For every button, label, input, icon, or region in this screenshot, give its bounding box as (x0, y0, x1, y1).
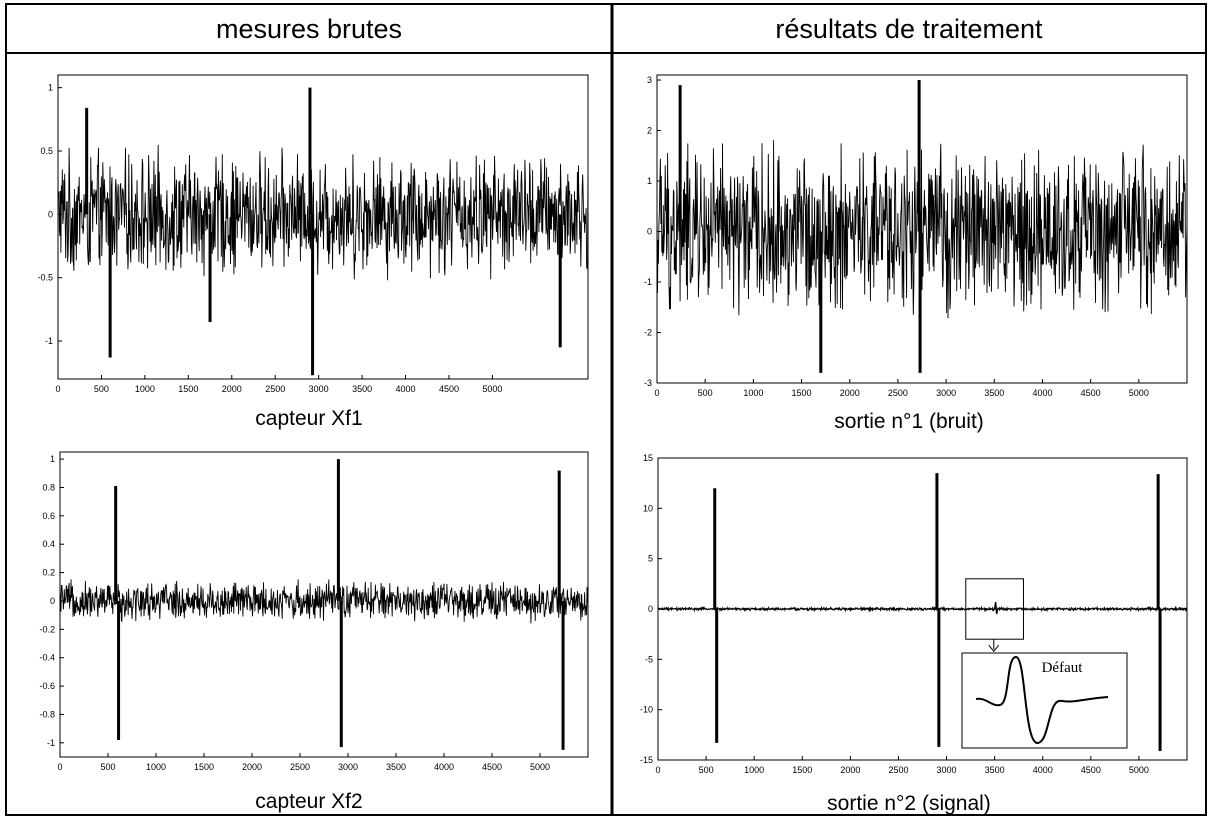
trace-xf2 (59, 579, 589, 624)
y-tick-label-s2: 5 (648, 554, 653, 564)
x-tick-label-s1: 4000 (1032, 388, 1052, 398)
x-tick-label-xf2: 4500 (482, 762, 502, 772)
x-tick-label-xf2: 3000 (338, 762, 358, 772)
x-tick-label-xf2: 0 (57, 762, 62, 772)
x-tick-label-s2: 3500 (985, 765, 1005, 775)
x-tick-label-s2: 2000 (840, 765, 860, 775)
x-tick-label-xf2: 500 (100, 762, 115, 772)
header-right: résultats de traitement (775, 14, 1043, 44)
defect-inset (961, 652, 1128, 749)
x-tick-label-s2: 1500 (792, 765, 812, 775)
x-tick-label-s1: 1000 (743, 388, 763, 398)
x-tick-label-s1: 4500 (1081, 388, 1101, 398)
y-tick-label-xf2: 0.4 (42, 539, 55, 549)
defect-waveform (975, 655, 1109, 744)
y-tick-label-s2: 15 (643, 453, 653, 463)
x-tick-label-s2: 3000 (937, 765, 957, 775)
x-tick-label-s2: 2500 (888, 765, 908, 775)
x-tick-label-s2: 5000 (1129, 765, 1149, 775)
y-tick-label-xf2: 0 (50, 596, 55, 606)
x-tick-label-xf1: 0 (55, 384, 60, 394)
trace-s2 (657, 605, 1188, 613)
x-tick-label-s1: 2000 (840, 388, 860, 398)
defect-arrow-head (988, 644, 1000, 652)
y-tick-label-xf1: 0.5 (40, 146, 53, 156)
y-tick-label-xf1: 0 (48, 209, 53, 219)
plot-s2: 0 500 1000 1500 2000 2500 3000 3500 4000 4500 5000… (640, 453, 1188, 775)
y-tick-label-xf2: 0.8 (42, 482, 55, 492)
x-tick-label-xf2: 1500 (194, 762, 214, 772)
x-tick-label-s1: 1500 (792, 388, 812, 398)
y-tick-label-s1: 2 (647, 126, 652, 136)
y-tick-label-xf1: -0.5 (37, 273, 53, 283)
defect-highlight-box (965, 578, 1024, 640)
y-tick-label-s1: 0 (647, 227, 652, 237)
y-tick-label-s2: -5 (645, 654, 653, 664)
x-tick-label-s1: 2500 (888, 388, 908, 398)
trace-s1 (656, 140, 1188, 319)
x-tick-label-xf1: 1500 (178, 384, 198, 394)
x-tick-label-xf1: 1000 (135, 384, 155, 394)
y-tick-label-xf2: 0.6 (42, 511, 55, 521)
y-tick-label-xf1: 1 (48, 83, 53, 93)
x-tick-label-s2: 0 (655, 765, 660, 775)
header-left: mesures brutes (216, 14, 402, 44)
y-tick-label-s1: -3 (644, 378, 652, 388)
y-tick-label-s1: 3 (647, 75, 652, 85)
caption-s1: sortie n°1 (bruit) (834, 410, 984, 433)
x-tick-label-xf1: 3000 (309, 384, 329, 394)
x-tick-label-xf1: 4500 (439, 384, 459, 394)
x-tick-label-xf1: 4000 (396, 384, 416, 394)
x-tick-label-xf1: 500 (94, 384, 109, 394)
x-tick-label-s1: 3500 (984, 388, 1004, 398)
outer-border (5, 3, 1207, 816)
y-tick-label-xf2: -0.8 (39, 709, 55, 719)
x-tick-label-s2: 4000 (1033, 765, 1053, 775)
x-tick-label-s1: 3000 (936, 388, 956, 398)
plot-s1: 0 500 1000 1500 2000 2500 3000 3500 4000 4500 5000… (644, 74, 1188, 398)
y-tick-label-xf1: -1 (45, 336, 53, 346)
caption-xf2: capteur Xf2 (255, 790, 362, 813)
x-tick-label-xf2: 1000 (146, 762, 166, 772)
y-tick-label-xf2: -1 (47, 738, 55, 748)
x-tick-label-s2: 4500 (1081, 765, 1101, 775)
x-tick-label-xf2: 5000 (530, 762, 550, 772)
y-tick-label-s2: 10 (643, 503, 653, 513)
x-tick-label-s2: 1000 (744, 765, 764, 775)
x-tick-label-xf2: 3500 (386, 762, 406, 772)
x-tick-label-s1: 500 (698, 388, 713, 398)
caption-xf1: capteur Xf1 (255, 407, 362, 430)
y-tick-label-s1: -1 (644, 277, 652, 287)
y-tick-label-s2: 0 (648, 604, 653, 614)
defect-label: Défaut (1042, 660, 1084, 676)
y-tick-label-s1: -2 (644, 328, 652, 338)
x-tick-label-xf2: 4000 (434, 762, 454, 772)
y-tick-label-s1: 1 (647, 176, 652, 186)
x-tick-label-xf1: 5000 (482, 384, 502, 394)
x-tick-label-xf1: 3500 (352, 384, 372, 394)
x-tick-label-xf2: 2500 (290, 762, 310, 772)
y-tick-label-s2: -15 (640, 755, 653, 765)
plot-xf2: 0 500 1000 1500 2000 2500 3000 3500 4000 4500 5000… (39, 451, 589, 772)
x-tick-label-xf1: 2000 (222, 384, 242, 394)
y-tick-label-xf2: -0.4 (39, 653, 55, 663)
x-tick-label-s1: 5000 (1129, 388, 1149, 398)
y-tick-label-s2: -10 (640, 705, 653, 715)
caption-s2: sortie n°2 (signal) (827, 792, 991, 815)
x-tick-label-xf2: 2000 (242, 762, 262, 772)
y-tick-label-xf2: 0.2 (42, 568, 55, 578)
plot-xf1: 0 500 1000 1500 2000 2500 3000 3500 4000 4500 5000… (37, 74, 589, 394)
y-tick-label-xf2: -0.2 (39, 624, 55, 634)
x-tick-label-xf1: 2500 (265, 384, 285, 394)
y-tick-label-xf2: 1 (50, 454, 55, 464)
y-tick-label-xf2: -0.6 (39, 681, 55, 691)
defect-blip (993, 601, 999, 615)
x-tick-label-s2: 500 (699, 765, 714, 775)
trace-xf1 (57, 144, 589, 281)
x-tick-label-s1: 0 (654, 388, 659, 398)
